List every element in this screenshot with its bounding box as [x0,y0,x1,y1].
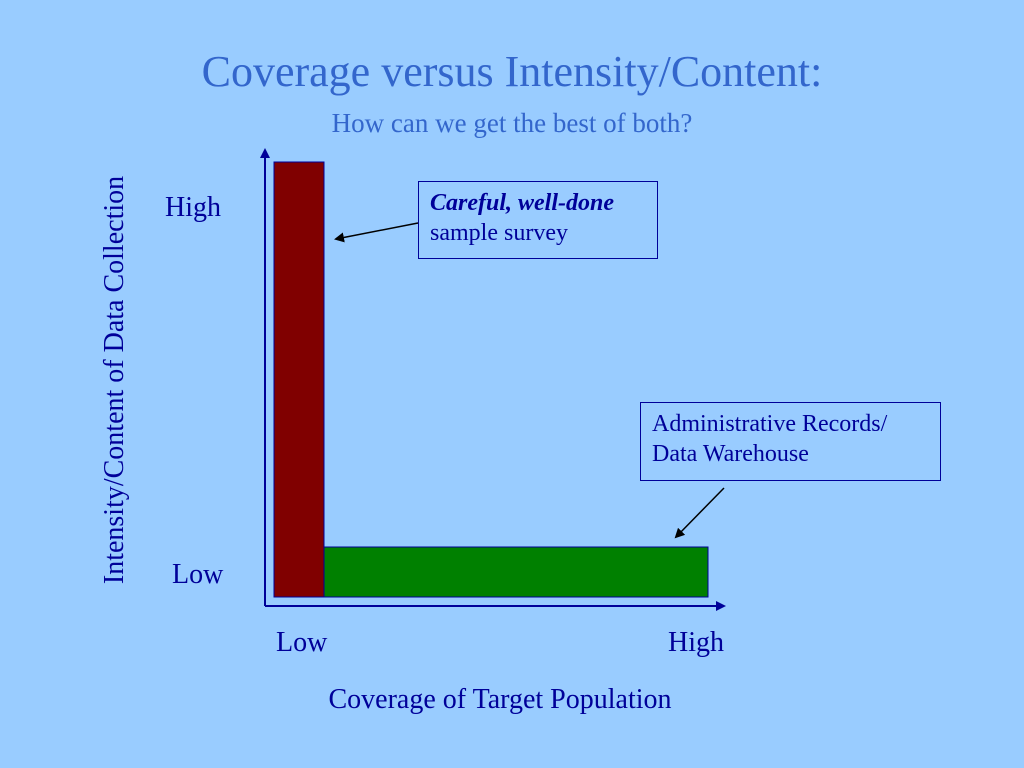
admin-pointer-arrow [674,487,725,539]
admin-callout: Administrative Records/ Data Warehouse [640,402,941,481]
x-tick-high: High [668,627,724,658]
slide-subtitle: How can we get the best of both? [331,108,693,138]
y-tick-high: High [165,192,221,223]
survey-pointer-arrow [334,222,419,243]
admin-callout-line2: Data Warehouse [652,441,809,467]
y-tick-low: Low [172,559,224,590]
slide-title: Coverage versus Intensity/Content: [201,47,823,96]
survey-callout-line2: sample survey [430,220,568,246]
survey-callout: Careful, well-done sample survey [418,181,658,259]
survey-callout-line1: Careful, well-done [430,190,614,216]
admin-records-bar [273,546,709,598]
sample-survey-bar [273,161,325,598]
admin-callout-line1: Administrative Records/ [652,411,888,437]
x-axis-label: Coverage of Target Population [328,684,672,715]
x-tick-low: Low [276,627,328,658]
